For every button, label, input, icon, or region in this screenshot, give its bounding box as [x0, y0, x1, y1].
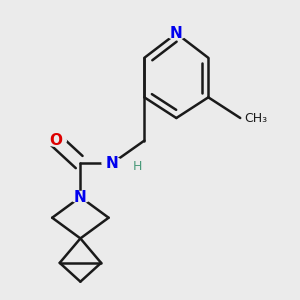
Text: N: N	[170, 26, 183, 41]
Ellipse shape	[70, 191, 91, 203]
Text: H: H	[133, 160, 142, 173]
Ellipse shape	[102, 158, 123, 169]
Text: N: N	[106, 156, 119, 171]
Ellipse shape	[46, 135, 66, 146]
Bar	[242, 111, 270, 125]
Text: CH₃: CH₃	[244, 112, 267, 124]
Ellipse shape	[166, 28, 187, 39]
Text: N: N	[74, 190, 87, 205]
Text: O: O	[50, 133, 62, 148]
